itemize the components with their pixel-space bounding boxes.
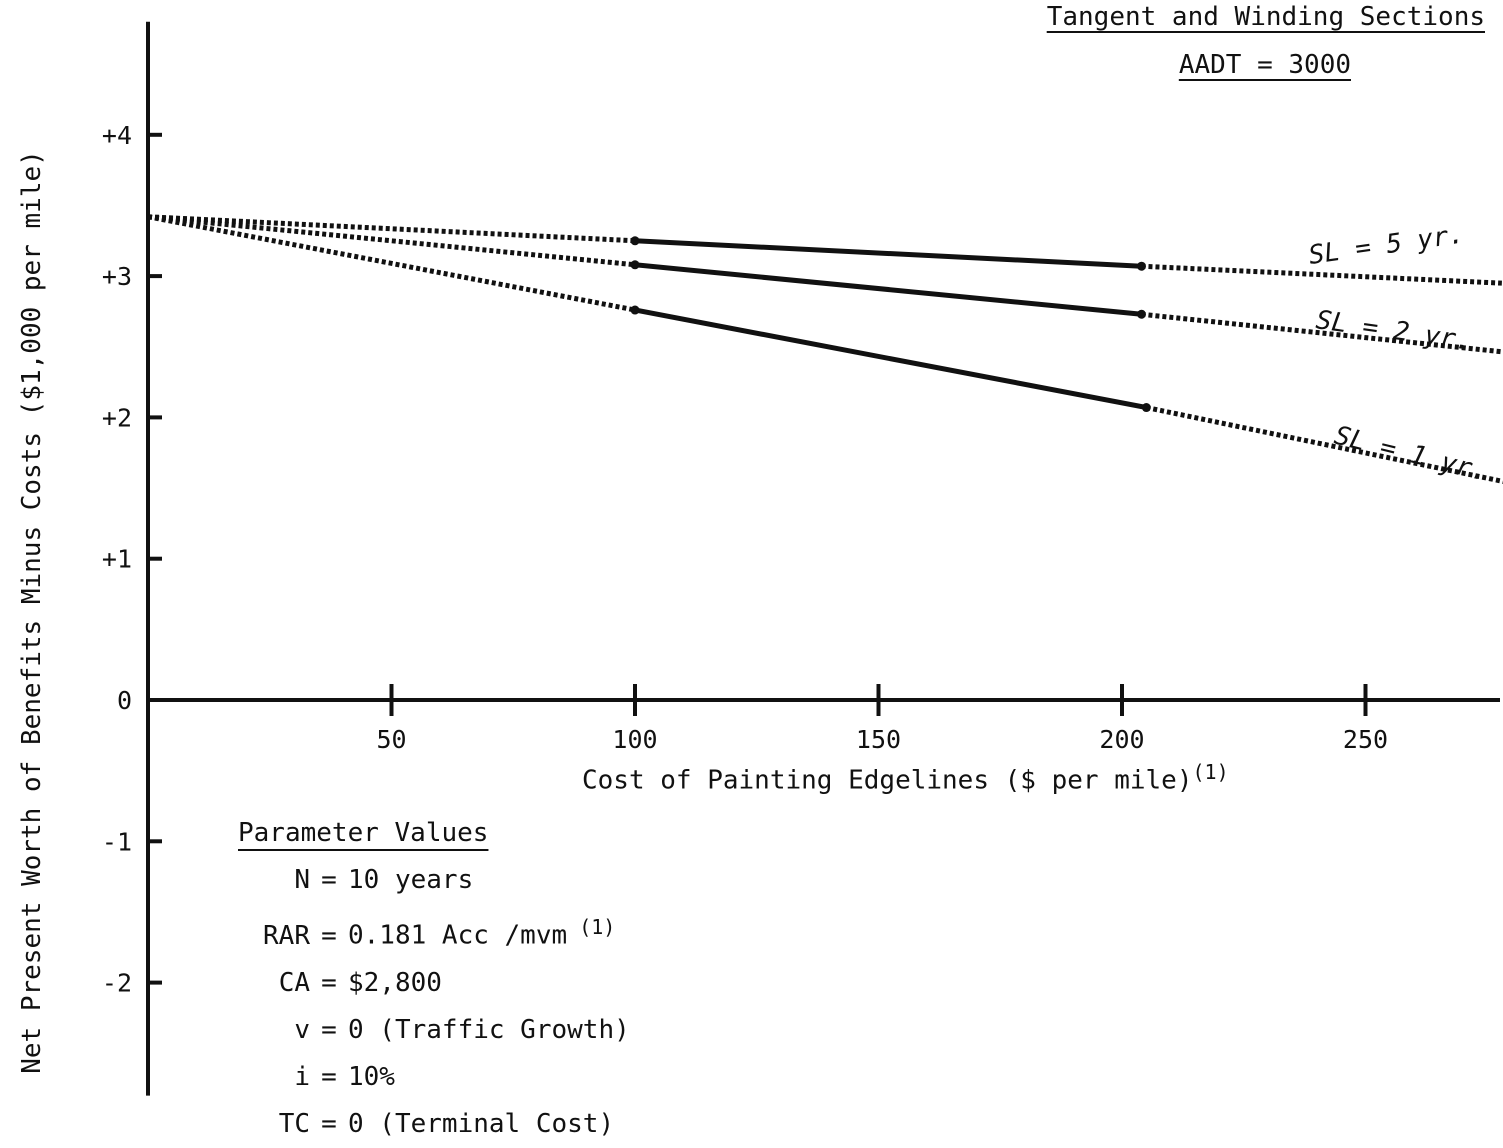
series-label: SL = 5 yr. [1307,219,1466,270]
series-2: SL = 2 yr. [147,214,1503,357]
y-tick-label: +4 [102,121,132,150]
y-tick-label: 0 [117,686,132,715]
x-tick-label: 100 [612,725,657,754]
series-solid-segment [634,238,1142,269]
y-tick-label: -2 [102,969,132,998]
equals-sign: = [321,1014,337,1045]
parameter-row: N = 10 years [238,857,630,904]
series-dotted-left [147,214,636,313]
x-tick-label: 50 [376,725,406,754]
parameter-name: RAR [263,920,310,951]
y-tick-label: +1 [102,545,132,574]
parameter-name: TC [278,1108,310,1139]
y-tick-label: -1 [102,827,132,856]
parameter-value: 0 (Traffic Growth) [348,1014,630,1045]
series-point [1136,309,1146,319]
parameter-value: $2,800 [348,967,442,998]
parameter-value: 0 (Terminal Cost) [348,1108,615,1139]
parameter-row: RAR = 0.181 Acc /mvm (1) [238,904,630,960]
equals-sign: = [321,1108,337,1139]
series-point [630,305,640,315]
equals-sign: = [321,865,337,895]
series-solid-segment [634,262,1142,317]
parameter-name: i [294,1061,310,1092]
parameter-row: TC = 0 (Terminal Cost) [238,1101,630,1148]
series-point [630,260,640,270]
parameter-footnote: (1) [567,915,616,939]
parameter-name: CA [278,967,310,998]
parameter-values-box: Parameter Values N = 10 years RAR = 0.181 Acc… [238,810,630,1148]
parameter-row: i = 10% [238,1054,630,1101]
x-axis-title: Cost of Painting Edgelines ($ per mile) [582,765,1193,796]
parameter-values-title: Parameter Values [238,818,489,848]
series-point [1136,261,1146,271]
x-tick-label: 250 [1343,725,1388,754]
series-label: SL = 1 yr. [1331,421,1490,488]
x-tick-label: 150 [856,725,901,754]
parameter-name: v [294,1014,310,1045]
y-axis-title: Net Present Worth of Benefits Minus Cost… [17,150,47,1074]
series-3: SL = 1 yr. [147,214,1503,488]
x-tick-label: 200 [1099,725,1144,754]
parameter-row: CA = $2,800 [238,960,630,1007]
series-1: SL = 5 yr. [147,214,1502,286]
chart-subtitle: AADT = 3000 [1178,50,1351,80]
parameter-name: N [294,865,310,895]
x-axis-title-footnote: (1) [1192,760,1229,784]
parameter-row: v = 0 (Traffic Growth) [238,1007,630,1054]
y-tick-label: +2 [102,403,132,432]
equals-sign: = [321,920,337,951]
series-dotted-left [147,214,636,244]
equals-sign: = [321,967,337,998]
series-dotted-left [147,214,636,268]
parameter-value: 0.181 Acc /mvm [348,920,568,951]
equals-sign: = [321,1061,337,1092]
series-label: SL = 2 yr. [1314,305,1473,356]
series-point [1141,403,1151,413]
series-point [630,236,640,246]
series-dotted-right [1145,405,1503,484]
parameter-value: 10% [348,1061,395,1092]
y-tick-label: +3 [102,262,132,291]
chart-title: Tangent and Winding Sections [1046,2,1485,32]
parameter-value: 10 years [348,865,474,895]
x-axis-title-container: Cost of Painting Edgelines ($ per mile)(… [582,760,1229,796]
series-solid-segment [634,307,1147,410]
series-dotted-right [1141,311,1503,355]
